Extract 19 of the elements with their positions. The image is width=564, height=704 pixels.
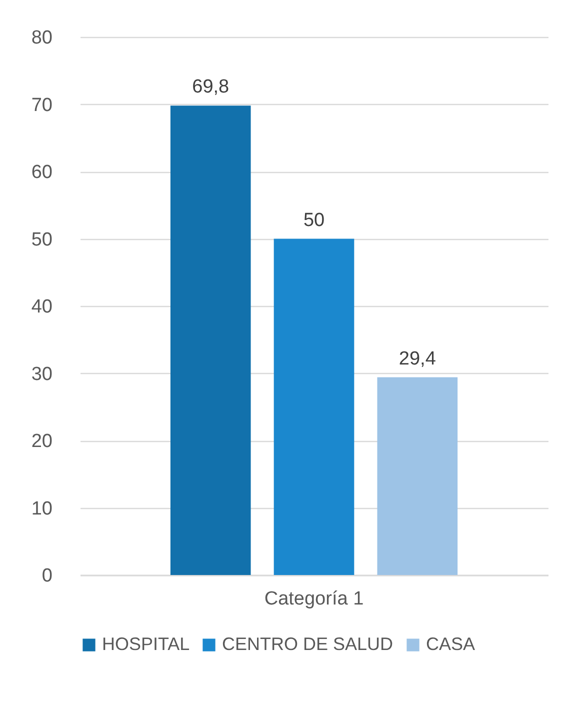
- data-label: 29,4: [398, 348, 436, 370]
- x-tick-label: Categoría 1: [264, 588, 364, 610]
- data-label: 50: [303, 210, 325, 231]
- legend-label: CASA: [426, 634, 476, 654]
- y-tick-label: 10: [31, 498, 52, 520]
- legend-label: CENTRO DE SALUD: [222, 634, 394, 654]
- y-tick-label: 30: [31, 364, 52, 385]
- y-tick-label: 50: [31, 229, 52, 250]
- data-label: 69,8: [192, 76, 230, 98]
- y-tick-label: 70: [31, 94, 52, 116]
- bar: [170, 106, 251, 575]
- y-tick-label: 20: [31, 431, 52, 452]
- bar: [377, 377, 458, 575]
- y-tick-label: 0: [42, 566, 52, 586]
- legend-label: HOSPITAL: [102, 634, 190, 654]
- y-tick-label: 80: [31, 28, 52, 48]
- bar: [274, 238, 354, 575]
- y-tick-label: 40: [31, 296, 52, 318]
- y-tick-label: 60: [31, 162, 52, 183]
